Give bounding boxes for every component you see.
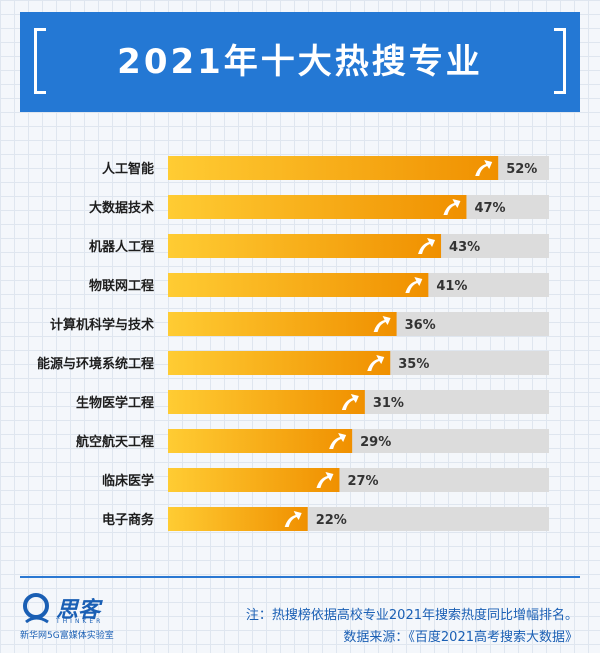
bars-group: 人工智能 52% 大数据技术 47% 机器人工程 43% 物联网工程 41% 计算机科学与技术 3… (37, 156, 549, 531)
brand-english: THINKER (56, 618, 104, 625)
brand-subtitle: 新华网5G富媒体实验室 (20, 631, 114, 641)
value-label: 41% (436, 279, 467, 294)
trend-up-icon (405, 277, 423, 293)
value-label: 52% (506, 162, 537, 177)
brand-mark-icon (23, 593, 49, 624)
bar (168, 429, 353, 453)
category-label: 计算机科学与技术 (50, 317, 154, 333)
bar (168, 351, 391, 375)
right-bracket (554, 28, 566, 94)
value-label: 22% (316, 513, 347, 528)
value-label: 27% (347, 474, 378, 489)
trend-up-icon (475, 160, 493, 176)
footer-divider (20, 576, 580, 578)
brand-logo: 思客 THINKER 新华网5G富媒体实验室 (20, 590, 170, 646)
trend-up-icon (341, 394, 359, 410)
bar (168, 312, 397, 336)
brand-name: 思客 (56, 597, 101, 623)
bar (168, 195, 467, 219)
data-source: 数据来源：《百度2021高考搜索大数据》 (343, 630, 578, 645)
bar (168, 156, 499, 180)
trend-up-icon (284, 511, 302, 527)
trend-up-icon (316, 472, 334, 488)
page-title: 2021年十大热搜专业 (117, 42, 483, 82)
value-label: 43% (449, 240, 480, 255)
bar (168, 234, 442, 258)
trend-up-icon (373, 316, 391, 332)
bar-chart: 人工智能 52% 大数据技术 47% 机器人工程 43% 物联网工程 41% 计算机科学与技术 3… (37, 156, 549, 531)
category-label: 机器人工程 (89, 239, 154, 255)
trend-up-icon (443, 199, 461, 215)
category-label: 临床医学 (102, 473, 154, 489)
value-label: 47% (474, 201, 505, 216)
value-label: 29% (360, 435, 391, 450)
value-label: 35% (398, 357, 429, 372)
trend-up-icon (329, 433, 347, 449)
category-label: 生物医学工程 (76, 395, 154, 411)
category-label: 航空航天工程 (76, 434, 154, 450)
category-label: 物联网工程 (89, 278, 154, 294)
bar (168, 468, 340, 492)
trend-up-icon (418, 238, 436, 254)
left-bracket (34, 28, 46, 94)
value-label: 31% (373, 396, 404, 411)
category-label: 人工智能 (102, 161, 154, 177)
trend-up-icon (367, 355, 385, 371)
category-label: 能源与环境系统工程 (37, 356, 154, 372)
bar (168, 390, 365, 414)
footnote: 注：热搜榜依据高校专业2021年搜索热度同比增幅排名。 (245, 608, 578, 623)
title-banner: 2021年十大热搜专业 (20, 12, 580, 112)
bar (168, 507, 308, 531)
category-label: 电子商务 (102, 512, 155, 528)
category-label: 大数据技术 (89, 200, 154, 216)
bar (168, 273, 429, 297)
value-label: 36% (405, 318, 436, 333)
